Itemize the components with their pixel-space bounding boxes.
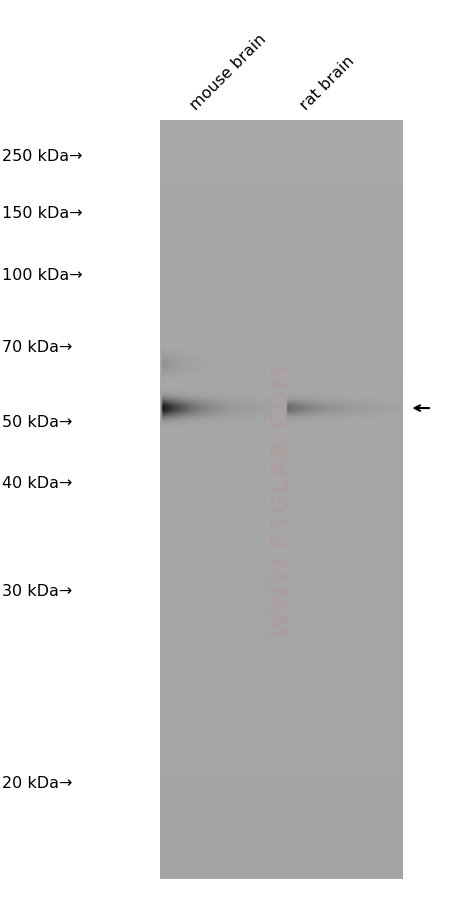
Text: 100 kDa→: 100 kDa→ xyxy=(2,268,83,282)
Text: 150 kDa→: 150 kDa→ xyxy=(2,206,83,220)
Text: rat brain: rat brain xyxy=(297,53,357,113)
Text: mouse brain: mouse brain xyxy=(187,32,269,113)
Text: 70 kDa→: 70 kDa→ xyxy=(2,340,72,354)
Text: 50 kDa→: 50 kDa→ xyxy=(2,415,72,429)
Text: 30 kDa→: 30 kDa→ xyxy=(2,584,72,598)
Text: 250 kDa→: 250 kDa→ xyxy=(2,149,83,163)
Text: WWW.PTGLAB.COM: WWW.PTGLAB.COM xyxy=(269,364,293,638)
Text: 20 kDa→: 20 kDa→ xyxy=(2,776,72,790)
Text: 40 kDa→: 40 kDa→ xyxy=(2,475,72,490)
